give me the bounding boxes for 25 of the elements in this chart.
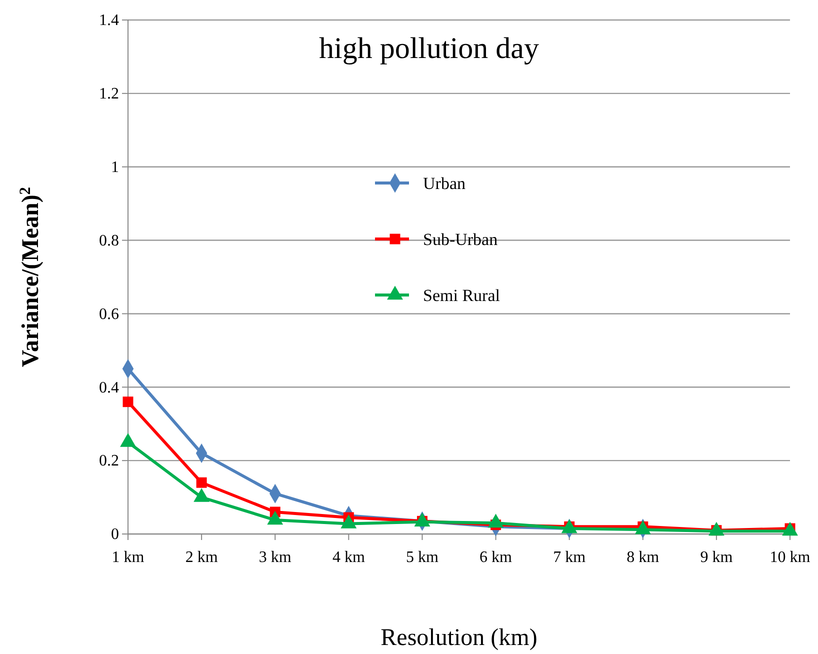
x-tick-label: 5 km: [406, 549, 439, 566]
x-axis-title: Resolution (km): [380, 625, 538, 651]
legend-label: Urban: [423, 174, 466, 193]
x-tick-label: 2 km: [185, 549, 218, 566]
point: [122, 396, 134, 408]
y-tick-label: 0.8: [99, 232, 119, 250]
y-tick-label: 0: [111, 526, 119, 544]
y-tick-label: 1: [111, 158, 119, 176]
chart-title: high pollution day: [319, 32, 539, 65]
x-tick-label: 10 km: [770, 549, 811, 566]
x-tick-label: 9 km: [700, 549, 734, 566]
point: [196, 477, 207, 488]
x-tick-label: 3 km: [258, 549, 292, 566]
x-tick-label: 1 km: [112, 549, 145, 566]
y-tick-label: 0.4: [99, 379, 119, 396]
y-tick-label: 0.6: [99, 306, 119, 323]
y-tick-label: 0.2: [99, 452, 119, 470]
legend-label: Semi Rural: [423, 286, 500, 305]
x-tick-label: 6 km: [480, 549, 513, 566]
x-tick-label: 8 km: [626, 549, 660, 566]
x-tick-label: 7 km: [553, 549, 586, 566]
x-tick-label: 4 km: [332, 549, 366, 566]
legend-label: Sub-Urban: [423, 230, 498, 249]
y-tick-label: 1.4: [99, 12, 119, 30]
y-tick-label: 1.2: [99, 86, 119, 103]
